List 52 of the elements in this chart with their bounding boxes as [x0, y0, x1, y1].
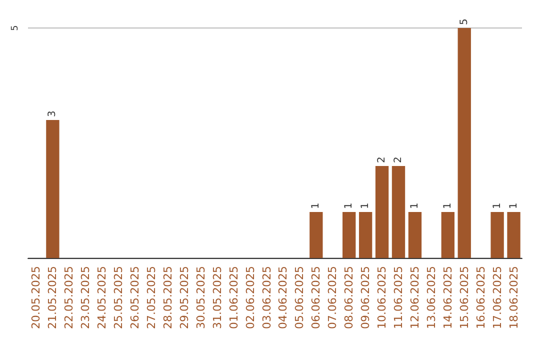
- x-tick-label: 18.06.2025: [507, 266, 520, 330]
- bar: [441, 212, 454, 258]
- data-label: 1: [344, 202, 355, 210]
- x-tick-label: 17.06.2025: [490, 266, 504, 330]
- x-tick-label: 14.06.2025: [441, 266, 454, 330]
- x-tick-label: 16.06.2025: [474, 266, 488, 330]
- bar: [392, 166, 406, 258]
- data-label: 1: [310, 202, 322, 210]
- x-tick-label: 05.06.2025: [293, 266, 306, 330]
- x-tick-label: 20.05.2025: [30, 266, 43, 330]
- x-tick-label: 13.06.2025: [424, 266, 438, 330]
- x-tick-label: 06.06.2025: [310, 266, 323, 330]
- data-label: 1: [492, 202, 503, 210]
- x-tick-label: 08.06.2025: [342, 266, 356, 330]
- bar: [310, 212, 323, 258]
- data-label: 1: [360, 202, 372, 210]
- x-tick-label: 23.05.2025: [79, 266, 92, 330]
- x-tick-label: 30.05.2025: [194, 266, 208, 330]
- data-label: 3: [47, 110, 58, 118]
- bar: [458, 28, 471, 258]
- data-label: 2: [376, 156, 388, 164]
- x-tick-label: 01.06.2025: [227, 266, 240, 330]
- data-label: 1: [409, 202, 420, 210]
- x-tick-label: 22.05.2025: [62, 266, 76, 330]
- x-tick-label: 07.06.2025: [326, 266, 340, 330]
- data-label: 1: [442, 202, 454, 210]
- x-tick-label: 04.06.2025: [276, 266, 290, 330]
- x-tick-label: 25.05.2025: [112, 266, 126, 330]
- data-label: 5: [458, 18, 470, 25]
- x-tick-label: 26.05.2025: [128, 266, 142, 330]
- x-tick-label: 03.06.2025: [260, 266, 274, 330]
- bar: [46, 120, 60, 258]
- x-tick-label: 10.06.2025: [376, 266, 389, 330]
- x-tick-label: 12.06.2025: [408, 266, 422, 330]
- x-tick-label: 27.05.2025: [145, 266, 158, 330]
- x-tick-label: 15.06.2025: [458, 266, 471, 330]
- bar: [375, 166, 389, 258]
- bar: [408, 212, 422, 258]
- bar: [507, 212, 520, 258]
- bar: [358, 212, 372, 258]
- x-tick-label: 11.06.2025: [392, 266, 405, 330]
- x-tick-label: 24.05.2025: [96, 266, 109, 330]
- x-tick-label: 02.06.2025: [244, 266, 257, 330]
- x-tick-label: 28.05.2025: [161, 266, 174, 330]
- x-tick-label: 21.05.2025: [46, 266, 60, 330]
- x-tick-label: 29.05.2025: [178, 266, 191, 330]
- x-tick-label: 31.05.2025: [210, 266, 224, 330]
- data-label: 1: [508, 202, 520, 210]
- bar: [342, 212, 356, 258]
- bar: [490, 212, 504, 258]
- data-label: 2: [393, 156, 404, 164]
- x-tick-label: 09.06.2025: [359, 266, 372, 330]
